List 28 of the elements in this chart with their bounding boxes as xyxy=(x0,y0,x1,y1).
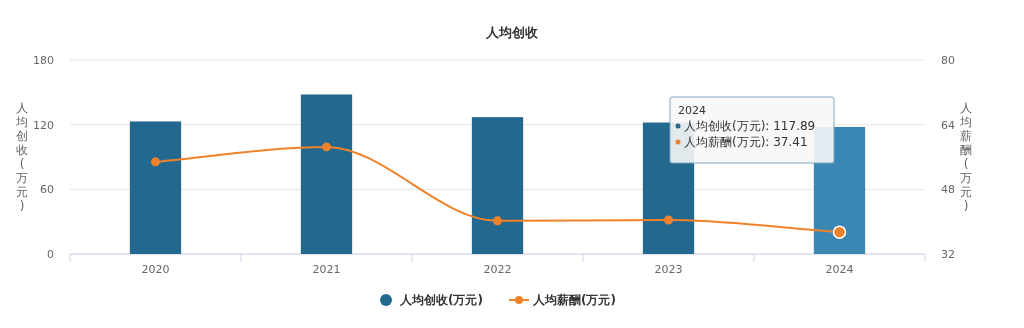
legend-label: 人均创收(万元) xyxy=(399,293,483,307)
x-tick-label: 2023 xyxy=(654,263,683,276)
legend-label: 人均薪酬(万元) xyxy=(531,293,616,307)
y-tick-label: 0 xyxy=(47,248,54,261)
x-tick-label: 2024 xyxy=(825,263,854,276)
annotation: 2024 xyxy=(678,104,706,117)
point xyxy=(322,142,331,152)
annotation: 人均薪酬(万元): 37.41 xyxy=(684,135,808,149)
y2-tick-label: 80 xyxy=(941,54,955,67)
bar xyxy=(129,121,182,254)
y2-axis-title: 人均薪酬(万元) xyxy=(959,101,972,213)
x-tick-label: 2022 xyxy=(483,263,512,276)
y-tick-label: 180 xyxy=(33,54,54,67)
point xyxy=(493,216,502,226)
x-tick-label: 2021 xyxy=(312,263,341,276)
annotation: 人均创收(万元): 117.89 xyxy=(684,119,816,133)
x-tick-label: 2020 xyxy=(141,263,170,276)
y-tick-label: 60 xyxy=(40,183,54,197)
bar xyxy=(471,117,524,254)
y-tick-label: 120 xyxy=(33,118,54,132)
y2-tick-label: 32 xyxy=(941,248,955,261)
bar xyxy=(300,94,353,254)
y2-tick-label: 64 xyxy=(941,118,955,132)
point xyxy=(151,157,160,167)
point xyxy=(664,215,673,225)
y-axis-title: 人均创收(万元) xyxy=(15,101,28,213)
y2-tick-label: 48 xyxy=(941,183,955,197)
chart-title: 人均创收 xyxy=(485,25,539,40)
